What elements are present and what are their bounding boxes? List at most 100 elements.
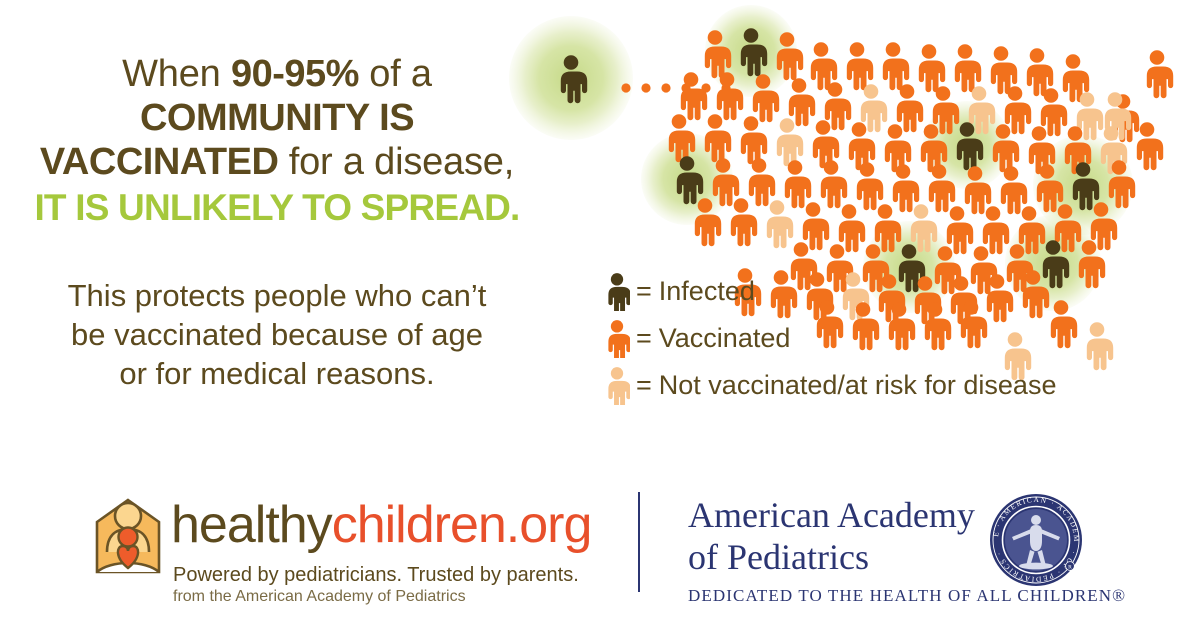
map-figure-vaccinated	[1018, 206, 1046, 255]
dotted-connector	[621, 83, 731, 93]
map-figure-vaccinated	[712, 158, 740, 207]
map-figure-vaccinated	[752, 74, 780, 123]
map-figure-not-vaccinated	[968, 86, 996, 135]
infection-halo	[1033, 135, 1133, 235]
map-figure-not-vaccinated	[1104, 92, 1132, 141]
supporting-text-line-2: be vaccinated because of age	[71, 317, 483, 352]
legend: = Infected = Vaccinated = Not vaccinated…	[604, 268, 1124, 409]
connector-dot	[621, 83, 631, 93]
seal-registered-mark: R	[1068, 565, 1072, 571]
infected-figure-icon	[608, 272, 630, 311]
connector-dot	[721, 83, 731, 93]
map-figure-infected	[560, 55, 588, 104]
map-figure-vaccinated	[784, 160, 812, 209]
map-figure-vaccinated	[992, 124, 1020, 173]
map-figure-vaccinated	[1054, 204, 1082, 253]
headline-emphasis: IT IS UNLIKELY TO SPREAD.	[34, 187, 520, 228]
map-figure-vaccinated	[1146, 50, 1174, 99]
legend-label-infected: Infected	[658, 276, 755, 306]
map-figure-vaccinated	[788, 78, 816, 127]
map-figure-vaccinated	[1004, 86, 1032, 135]
wordmark-healthy: healthy	[171, 496, 333, 554]
map-figure-vaccinated	[802, 202, 830, 251]
connector-dot	[661, 83, 671, 93]
legend-equals-vaccinated: =	[636, 323, 652, 353]
headline-line-2: COMMUNITY IS	[139, 97, 415, 139]
headline: When 90-95% of a COMMUNITY IS VACCINATED…	[12, 52, 542, 230]
legend-item-vaccinated: = Vaccinated	[604, 315, 1124, 362]
aap-name-line-1: American Academy	[688, 495, 975, 535]
halo-layer	[509, 5, 1133, 313]
map-figure-vaccinated	[990, 46, 1018, 95]
map-figure-vaccinated	[848, 122, 876, 171]
map-figure-vaccinated	[892, 164, 920, 213]
map-figure-vaccinated	[964, 166, 992, 215]
map-figure-infected	[1072, 162, 1100, 211]
map-figure-vaccinated	[846, 42, 874, 91]
map-figure-vaccinated	[884, 124, 912, 173]
headline-vaccinated: VACCINATED	[39, 141, 279, 183]
map-figure-not-vaccinated	[1076, 92, 1104, 141]
map-figure-infected	[740, 28, 768, 77]
healthychildren-attribution: from the American Academy of Pediatrics	[173, 588, 466, 605]
map-figure-vaccinated	[838, 204, 866, 253]
map-figure-vaccinated	[946, 206, 974, 255]
map-figure-vaccinated	[1040, 88, 1068, 137]
map-figure-vaccinated	[928, 164, 956, 213]
map-figure-vaccinated	[1136, 122, 1164, 171]
wordmark-childrenorg: children.org	[331, 496, 593, 554]
aap-tagline: DEDICATED TO THE HEALTH OF ALL CHILDREN®	[688, 586, 1127, 605]
map-figure-vaccinated	[1028, 126, 1056, 175]
map-figure-vaccinated	[1112, 94, 1140, 143]
map-figure-vaccinated	[1064, 126, 1092, 175]
healthychildren-tagline: Powered by pediatricians. Trusted by par…	[173, 564, 579, 586]
map-figure-vaccinated	[918, 44, 946, 93]
map-figure-vaccinated	[982, 206, 1010, 255]
legend-label-not-vaccinated: Not vaccinated/at risk for disease	[658, 370, 1057, 400]
map-figure-vaccinated	[668, 114, 696, 163]
map-figure-infected	[956, 122, 984, 171]
healthychildren-logo[interactable]: healthychildren.org Powered by pediatric…	[93, 494, 613, 605]
map-figure-vaccinated	[1108, 160, 1136, 209]
map-figure-vaccinated	[1026, 48, 1054, 97]
map-figure-vaccinated	[1062, 54, 1090, 103]
map-figure-vaccinated	[730, 198, 758, 247]
not-vaccinated-figure-icon	[608, 366, 630, 405]
map-figure-vaccinated	[896, 84, 924, 133]
map-figure-vaccinated	[882, 42, 910, 91]
infection-halo	[923, 101, 1011, 189]
legend-label-vaccinated: Vaccinated	[658, 323, 791, 353]
aap-logo[interactable]: American Academy of Pediatrics DEDICATED…	[688, 490, 1125, 605]
map-figure-not-vaccinated	[1100, 126, 1128, 175]
map-figure-vaccinated	[920, 124, 948, 173]
map-figure-vaccinated	[824, 82, 852, 131]
headline-line-1: When 90-95% of a	[12, 52, 542, 96]
map-figure-vaccinated	[748, 158, 776, 207]
legend-item-not-vaccinated: = Not vaccinated/at risk for disease	[604, 362, 1124, 409]
map-figure-not-vaccinated	[910, 204, 938, 253]
map-figure-infected	[676, 156, 704, 205]
headline-percentage: 90-95%	[230, 53, 359, 95]
footer-divider	[638, 492, 640, 592]
map-figure-vaccinated	[874, 204, 902, 253]
infection-halo	[705, 5, 797, 97]
legend-equals-not-vaccinated: =	[636, 370, 652, 400]
map-figure-vaccinated	[704, 114, 732, 163]
map-figure-vaccinated	[776, 32, 804, 81]
supporting-text-line-1: This protects people who can’t	[67, 278, 487, 313]
legend-item-infected: = Infected	[604, 268, 1124, 315]
supporting-text: This protects people who can’t be vaccin…	[12, 276, 542, 393]
map-figure-vaccinated	[694, 198, 722, 247]
parent-and-child-house-icon	[95, 498, 161, 574]
aap-name: American Academy of Pediatrics	[688, 494, 975, 578]
map-figure-vaccinated	[704, 30, 732, 79]
map-figure-vaccinated	[740, 116, 768, 165]
map-figure-vaccinated	[932, 86, 960, 135]
connector-dot	[641, 83, 651, 93]
map-figure-vaccinated	[1090, 202, 1118, 251]
map-figure-vaccinated	[954, 44, 982, 93]
connector-dot	[701, 83, 711, 93]
map-figure-vaccinated	[856, 162, 884, 211]
map-figure-not-vaccinated	[766, 200, 794, 249]
